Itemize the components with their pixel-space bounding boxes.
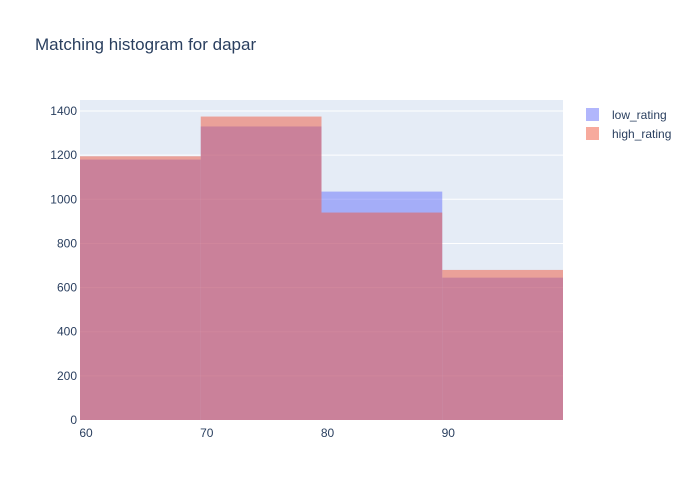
legend-swatch (586, 108, 599, 121)
y-tick-label: 1200 (50, 148, 77, 162)
x-tick-label: 70 (200, 426, 214, 440)
x-tick-label: 80 (321, 426, 335, 440)
legend-label: high_rating (612, 127, 671, 141)
bar-high_rating-3[interactable] (442, 269, 563, 420)
legend-label: low_rating (612, 108, 667, 122)
x-tick-label: 90 (442, 426, 456, 440)
y-tick-label: 1400 (50, 104, 77, 118)
y-tick-label: 400 (57, 325, 77, 339)
chart-title: Matching histogram for dapar (35, 35, 256, 54)
legend-item-low_rating[interactable]: low_rating (586, 108, 667, 122)
bar-high_rating-1[interactable] (200, 116, 322, 420)
y-tick-label: 800 (57, 236, 77, 250)
y-tick-label: 200 (57, 369, 77, 383)
y-tick-label: 0 (70, 413, 77, 427)
x-tick-label: 60 (79, 426, 93, 440)
legend-item-high_rating[interactable]: high_rating (586, 127, 671, 141)
y-tick-label: 600 (57, 281, 77, 295)
legend-swatch (586, 127, 599, 140)
y-tick-label: 1000 (50, 192, 77, 206)
bar-high_rating-2[interactable] (321, 212, 443, 420)
bar-high_rating-0[interactable] (80, 156, 201, 420)
